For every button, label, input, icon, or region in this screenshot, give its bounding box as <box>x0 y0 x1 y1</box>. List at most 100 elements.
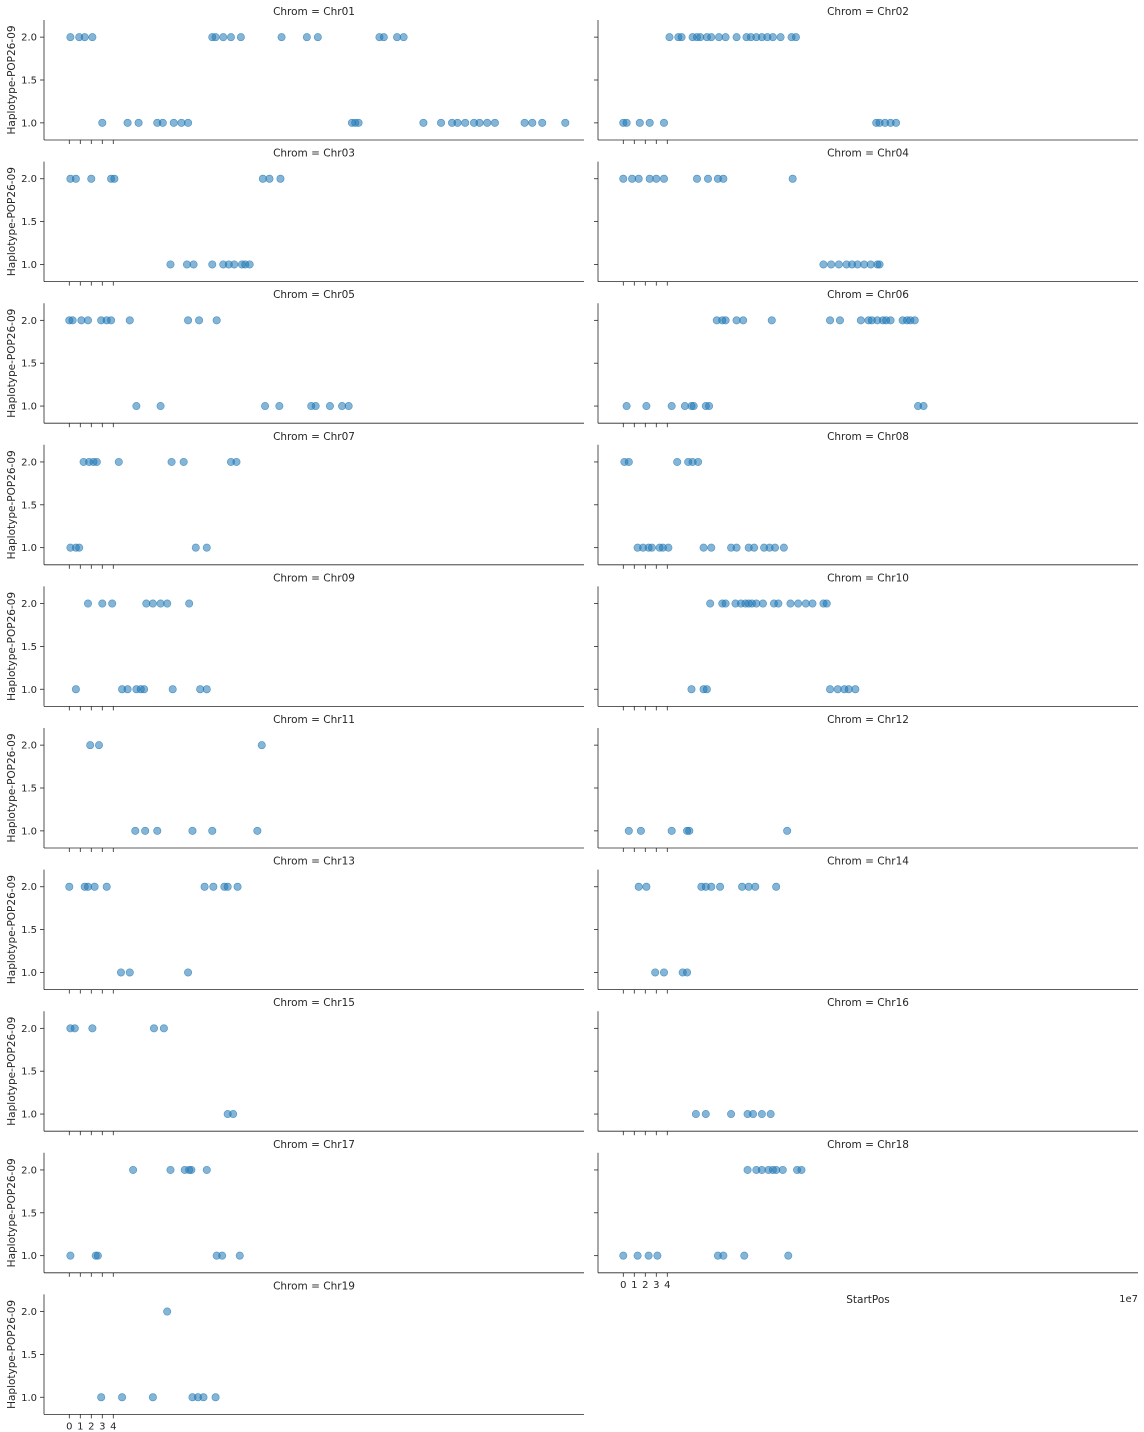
y-tick-label: 1.0 <box>21 1110 37 1121</box>
data-point <box>743 1165 752 1174</box>
y-tick-label: 1.0 <box>21 1251 37 1262</box>
data-point <box>261 402 270 411</box>
data-point <box>275 402 284 411</box>
data-point <box>740 1251 749 1260</box>
data-point <box>93 1251 102 1260</box>
data-point <box>851 685 860 694</box>
data-point <box>624 457 633 466</box>
data-point <box>624 826 633 835</box>
data-point <box>325 402 334 411</box>
x-tick-label: 3 <box>99 1421 105 1432</box>
y-axis-label: Haplotype-POP26-09 <box>6 1158 18 1267</box>
data-point <box>83 316 92 325</box>
data-point <box>168 685 177 694</box>
data-point <box>110 174 119 183</box>
data-point <box>140 685 149 694</box>
data-point <box>399 33 408 42</box>
y-tick-label: 1.5 <box>21 1208 37 1219</box>
x-tick-label: 2 <box>88 1421 94 1432</box>
data-point <box>97 1393 106 1402</box>
data-point <box>338 402 347 411</box>
data-point <box>202 685 211 694</box>
y-tick-label: 2.0 <box>21 1024 37 1035</box>
data-point <box>118 1393 127 1402</box>
y-tick-label: 2.0 <box>21 1307 37 1318</box>
y-tick-label: 1.5 <box>21 642 37 653</box>
facet-panel: Chrom = Chr10 <box>594 572 1138 711</box>
data-point <box>71 174 80 183</box>
y-tick-label: 1.5 <box>21 500 37 511</box>
data-point <box>520 118 529 127</box>
data-point <box>774 599 783 608</box>
data-point <box>706 599 715 608</box>
x-tick-label: 1 <box>631 1280 637 1291</box>
data-point <box>202 1165 211 1174</box>
data-point <box>177 118 186 127</box>
data-point <box>68 316 77 325</box>
data-point <box>636 826 645 835</box>
data-point <box>808 599 817 608</box>
y-axis-label: Haplotype-POP26-09 <box>6 450 18 559</box>
data-point <box>768 33 777 42</box>
data-point <box>211 1393 220 1402</box>
data-point <box>794 599 803 608</box>
facet-title: Chrom = Chr09 <box>273 572 355 584</box>
data-point <box>129 1165 138 1174</box>
data-point <box>191 543 200 552</box>
data-point <box>644 1251 653 1260</box>
y-tick-label: 1.5 <box>21 76 37 87</box>
data-point <box>92 457 101 466</box>
data-point <box>739 316 748 325</box>
data-point <box>721 33 730 42</box>
data-point <box>860 260 869 269</box>
facet-title: Chrom = Chr06 <box>827 289 909 301</box>
data-point <box>622 118 631 127</box>
data-point <box>218 1251 227 1260</box>
data-point <box>163 1307 172 1316</box>
data-point <box>910 316 919 325</box>
data-point <box>184 968 193 977</box>
data-point <box>687 685 696 694</box>
data-point <box>892 118 901 127</box>
facet-title: Chrom = Chr04 <box>827 148 909 160</box>
data-point <box>107 316 116 325</box>
data-point <box>276 174 285 183</box>
data-point <box>219 33 228 42</box>
data-point <box>683 968 692 977</box>
data-point <box>750 543 759 552</box>
data-point <box>483 118 492 127</box>
data-point <box>702 685 711 694</box>
data-point <box>66 1251 75 1260</box>
y-tick-label: 1.5 <box>21 925 37 936</box>
x-axis-label: StartPos <box>846 1294 890 1306</box>
data-point <box>680 402 689 411</box>
data-point <box>647 543 656 552</box>
data-point <box>659 118 668 127</box>
data-point <box>212 316 221 325</box>
data-point <box>856 316 865 325</box>
data-point <box>673 457 682 466</box>
data-point <box>642 402 651 411</box>
data-point <box>561 118 570 127</box>
data-point <box>691 1110 700 1119</box>
y-axis-label: Haplotype-POP26-09 <box>6 25 18 134</box>
data-point <box>528 118 537 127</box>
data-point <box>141 826 150 835</box>
data-point <box>148 599 157 608</box>
data-point <box>196 685 205 694</box>
data-point <box>187 1165 196 1174</box>
data-point <box>419 118 428 127</box>
data-point <box>229 1110 238 1119</box>
data-point <box>767 316 776 325</box>
y-axis-label: Haplotype-POP26-09 <box>6 309 18 418</box>
data-point <box>701 1110 710 1119</box>
y-tick-label: 1.0 <box>21 260 37 271</box>
data-point <box>166 260 175 269</box>
facet-title: Chrom = Chr17 <box>273 1139 355 1151</box>
y-tick-label: 2.0 <box>21 599 37 610</box>
data-point <box>833 685 842 694</box>
data-point <box>86 741 95 750</box>
data-point <box>265 174 274 183</box>
